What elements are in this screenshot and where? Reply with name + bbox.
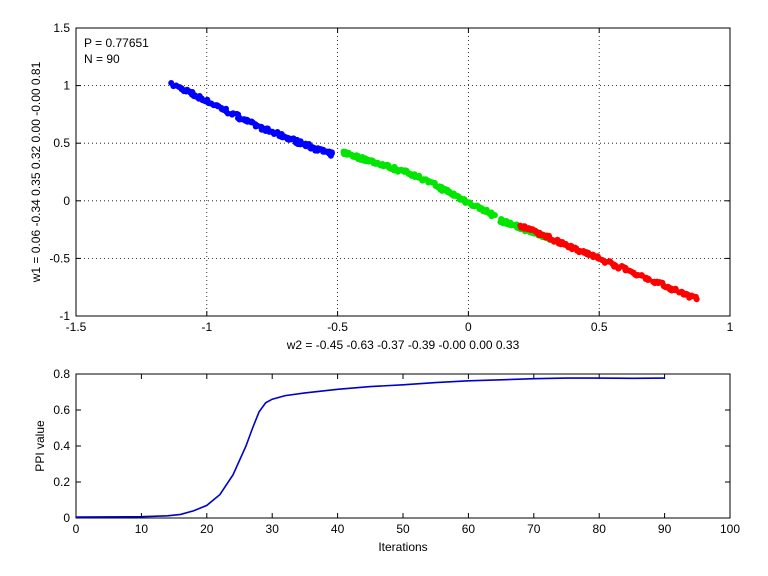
y-tick-label: 0.2 bbox=[53, 475, 70, 489]
annotation-p: P = 0.77651 bbox=[84, 36, 149, 50]
x-tick-label: 1 bbox=[727, 320, 734, 334]
scatter-y-axis-label: w1 = 0.06 -0.34 0.35 0.32 0.00 -0.00 0.8… bbox=[29, 61, 43, 283]
y-tick-label: 0.8 bbox=[53, 367, 70, 381]
annotation-n: N = 90 bbox=[84, 52, 120, 66]
y-tick-label: 0.4 bbox=[53, 439, 70, 453]
x-tick-label: 20 bbox=[200, 522, 214, 536]
line-ticks: 0 10 20 30 40 50 60 70 80 90 100 0 0.2 0.4 0.6 0.8 bbox=[53, 367, 740, 536]
y-tick-label: -1 bbox=[59, 309, 70, 323]
x-tick-label: -1 bbox=[201, 320, 212, 334]
x-tick-label: 0.5 bbox=[591, 320, 608, 334]
ppi-series-line bbox=[75, 377, 665, 518]
y-tick-label: 1 bbox=[63, 79, 70, 93]
y-tick-label: 0.6 bbox=[53, 403, 70, 417]
x-tick-label: 80 bbox=[593, 522, 607, 536]
scatter-point bbox=[693, 296, 700, 303]
line-y-axis-label: PPI value bbox=[33, 420, 47, 472]
scatter-x-axis-label: w2 = -0.45 -0.63 -0.37 -0.39 -0.00 0.00 … bbox=[286, 338, 520, 352]
x-tick-label: 100 bbox=[720, 522, 740, 536]
ppi-line-plot: 0 10 20 30 40 50 60 70 80 90 100 0 0.2 0.4 0.6 0.8 Iter… bbox=[33, 367, 740, 554]
y-tick-label: 0 bbox=[63, 511, 70, 525]
scatter-point bbox=[328, 150, 335, 157]
x-tick-label: 30 bbox=[266, 522, 280, 536]
x-tick-label: 70 bbox=[527, 522, 541, 536]
y-tick-label: 0 bbox=[63, 194, 70, 208]
x-tick-label: 50 bbox=[396, 522, 410, 536]
scatter-points bbox=[168, 80, 700, 303]
scatter-plot: -1.5 -1 -0.5 0 0.5 1-1-0.500.511.5 P = 0.7765… bbox=[29, 21, 734, 352]
scatter-point bbox=[491, 212, 498, 219]
y-tick-label: 0.5 bbox=[53, 136, 70, 150]
line-plot-area bbox=[75, 373, 731, 519]
x-tick-label: 90 bbox=[658, 522, 672, 536]
line-x-axis-label: Iterations bbox=[378, 540, 427, 554]
y-tick-label: 1.5 bbox=[53, 21, 70, 35]
x-tick-label: 10 bbox=[135, 522, 149, 536]
y-tick-label: -0.5 bbox=[49, 251, 70, 265]
x-tick-label: 0 bbox=[465, 320, 472, 334]
scatter-grid bbox=[76, 28, 730, 316]
x-tick-label: -1.5 bbox=[66, 320, 87, 334]
x-tick-label: 0 bbox=[73, 522, 80, 536]
scatter-ticks: -1.5 -1 -0.5 0 0.5 1-1-0.500.511.5 bbox=[49, 21, 733, 334]
x-tick-label: 40 bbox=[331, 522, 345, 536]
x-tick-label: -0.5 bbox=[327, 320, 348, 334]
x-tick-label: 60 bbox=[462, 522, 476, 536]
